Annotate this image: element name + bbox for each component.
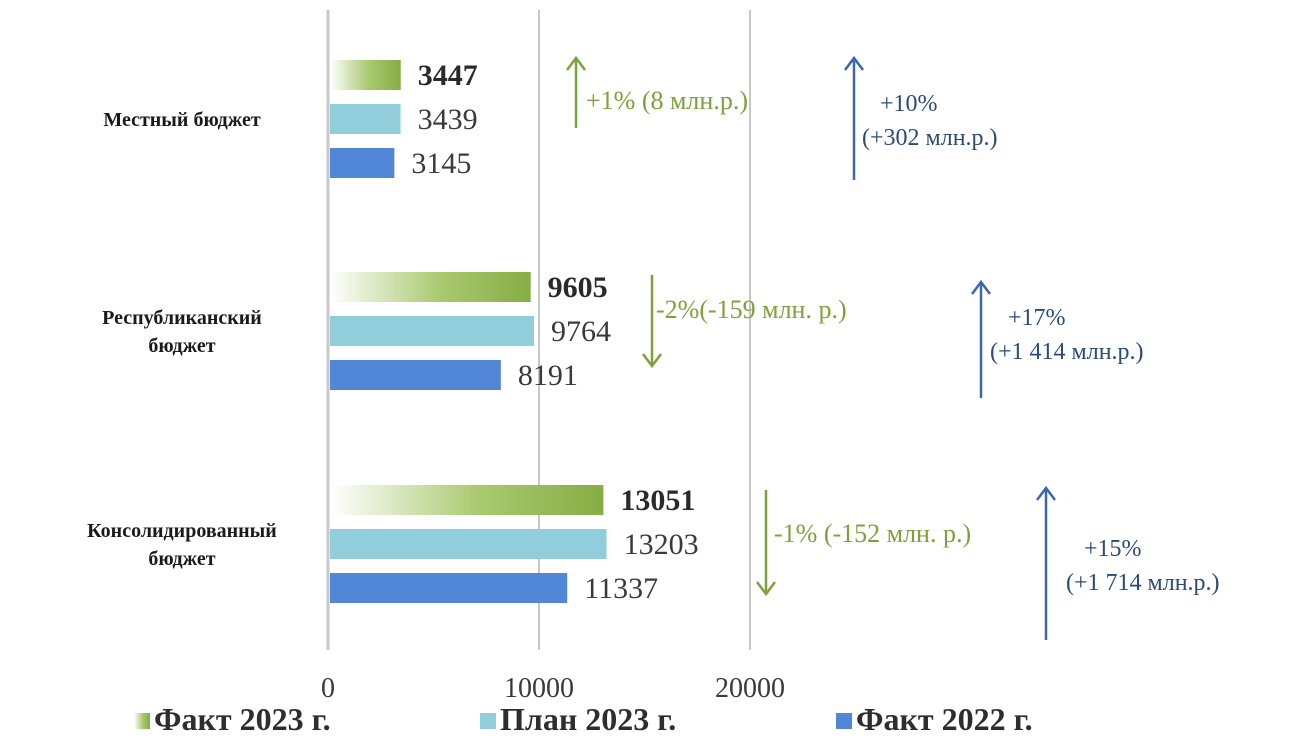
- arrow-head: [566, 55, 586, 71]
- annotation-text: (+1 714 млн.р.): [1066, 570, 1220, 596]
- legend-swatch: [836, 713, 852, 729]
- legend-label: Факт 2022 г.: [856, 701, 1033, 737]
- arrow-head: [971, 279, 991, 295]
- up-arrow-icon: [1036, 485, 1056, 640]
- data-label: 13203: [624, 528, 699, 561]
- down-arrow-icon: [642, 275, 662, 369]
- bar: [330, 573, 568, 603]
- tick-label: 0: [321, 673, 335, 704]
- annotation-text: -2%(-159 млн. р.): [656, 295, 847, 324]
- data-label: 3439: [418, 103, 478, 136]
- bar: [330, 529, 607, 559]
- bar: [330, 485, 604, 515]
- tick-label: 20000: [715, 673, 785, 704]
- data-label: 9764: [551, 315, 611, 348]
- annotation-text: +10%: [880, 91, 938, 117]
- data-label: 3447: [418, 59, 478, 92]
- x-axis-ticks: 0 10000 20000: [321, 673, 785, 704]
- bar: [330, 316, 535, 346]
- down-arrow-icon: [756, 490, 776, 597]
- data-label: 8191: [518, 359, 578, 392]
- legend-swatch: [134, 713, 150, 729]
- change-annotations: +1% (8 млн.р.) +10% (+302 млн.р.) -2%(-159 …: [566, 55, 1220, 640]
- arrow-head: [844, 55, 864, 71]
- annotation-text: (+1 414 млн.р.): [990, 339, 1144, 365]
- legend-label: План 2023 г.: [500, 701, 676, 737]
- category-label: бюджет: [148, 548, 215, 570]
- tick-label: 10000: [504, 673, 574, 704]
- annotation-text: +17%: [1008, 305, 1066, 331]
- category-label: Местный бюджет: [103, 109, 260, 131]
- value-labels: 3447 9605 13051 3439 9764 13203 3145 8191 11337: [411, 59, 698, 605]
- category-label: Республиканский: [102, 307, 262, 329]
- data-label: 13051: [620, 484, 695, 517]
- category-label: бюджет: [148, 335, 215, 357]
- up-arrow-icon: [566, 55, 586, 128]
- annotation-text: +15%: [1084, 536, 1142, 562]
- annotation-text: -1% (-152 млн. р.): [774, 519, 971, 548]
- bar: [330, 272, 531, 302]
- bar: [330, 60, 401, 90]
- legend: Факт 2023 г. План 2023 г. Факт 2022 г.: [134, 701, 1033, 737]
- up-arrow-icon: [971, 279, 991, 398]
- up-arrow-icon: [844, 55, 864, 180]
- bars: [330, 60, 607, 603]
- data-label: 11337: [584, 572, 658, 605]
- bar: [330, 360, 501, 390]
- bar: [330, 104, 401, 134]
- category-labels: Местный бюджет Республиканский бюджет Консо…: [87, 109, 277, 570]
- annotation-text: +1% (8 млн.р.): [586, 86, 748, 115]
- arrow-head: [1036, 485, 1056, 501]
- category-label: Консолидированный: [87, 520, 277, 542]
- arrow-head: [756, 581, 776, 597]
- arrow-head: [642, 353, 662, 369]
- data-label: 9605: [548, 271, 608, 304]
- legend-swatch: [480, 713, 496, 729]
- data-label: 3145: [411, 147, 471, 180]
- legend-label: Факт 2023 г.: [154, 701, 331, 737]
- bar: [330, 148, 395, 178]
- annotation-text: (+302 млн.р.): [862, 125, 998, 151]
